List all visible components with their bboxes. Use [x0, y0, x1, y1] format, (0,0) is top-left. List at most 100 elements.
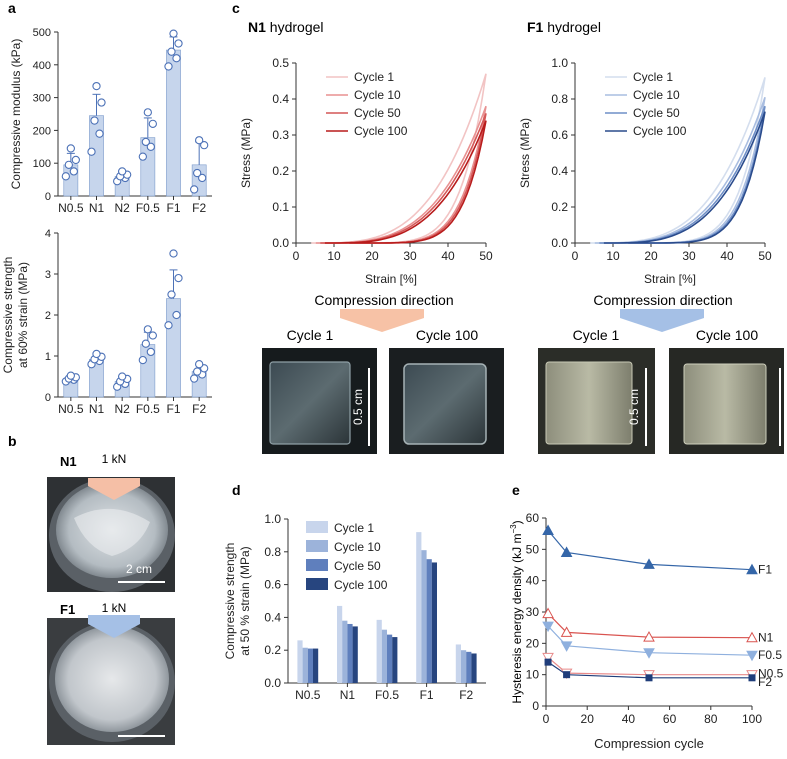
a-top-ytick-label: 300 — [33, 93, 51, 105]
a-top-xtick-label: N0.5 — [58, 201, 84, 215]
force-label-f1: 1 kN — [102, 601, 127, 615]
c-F1-xtick-label: 0 — [572, 249, 579, 263]
e-ytick-label: 10 — [526, 668, 540, 682]
compression-arrow-f1 — [620, 309, 704, 332]
n1-cycle1-gel — [269, 361, 351, 445]
a-top-datapoint — [141, 137, 150, 147]
c-F1-title-bold: F1 — [527, 19, 544, 35]
e-marker — [560, 626, 573, 637]
e-series-label: F1 — [758, 563, 772, 577]
c-F1-ytick-label: 0.6 — [551, 128, 568, 142]
c-N1-title-rest: hydrogel — [266, 19, 324, 35]
e-ytick-label: 60 — [526, 511, 540, 525]
c-F1-title: F1 hydrogel — [527, 19, 601, 35]
d-legend-swatch — [306, 559, 328, 571]
chart-a-compressive-modulus: 0 100 200 300 400 500 N0.5 N1 N2 F0.5 F1 F2 Compress… — [9, 27, 212, 215]
compression-arrow-n1 — [340, 309, 424, 332]
e-marker — [542, 652, 554, 664]
c-F1-ytick-label: 0.0 — [551, 236, 568, 250]
d-bar-cycle-1 — [297, 640, 303, 683]
c-N1-ytick-label: 0.2 — [272, 164, 289, 178]
panel-c-photos: Compression direction Compression direct… — [262, 292, 784, 454]
c-N1-title-bold: N1 — [248, 19, 266, 35]
photo-n1-cycle100-label: Cycle 100 — [416, 327, 478, 343]
a-top-datapoint — [167, 47, 176, 56]
c-N1-xtick-label: 10 — [327, 249, 341, 263]
e-marker — [746, 563, 758, 575]
c-F1-xtick-label: 50 — [758, 249, 772, 263]
a-bottom-datapoint — [174, 273, 183, 283]
d-bar-cycle-100 — [431, 562, 437, 683]
a-top-datapoint — [198, 173, 207, 183]
d-ytick-label: 0.8 — [264, 545, 281, 559]
a-top-datapoint — [174, 39, 183, 48]
a-bottom-ytick-label: 3 — [45, 269, 51, 281]
d-bar-cycle-1 — [376, 619, 382, 683]
d-bar-cycle-100 — [392, 637, 398, 683]
a-bottom-xtick-label: F2 — [192, 402, 206, 416]
a-bottom-datapoint — [167, 290, 176, 299]
a-top-datapoint — [148, 119, 157, 128]
photo-f1-cycle100-label: Cycle 100 — [696, 327, 758, 343]
d-ytick-label: 1.0 — [264, 512, 281, 526]
d-bar-cycle-1 — [337, 605, 343, 683]
c-F1-xtick-label: 30 — [682, 249, 696, 263]
e-marker — [746, 650, 758, 662]
a-top-xtick-label: N1 — [89, 201, 105, 215]
e-line-n0.5 — [547, 656, 752, 676]
a-bottom-datapoint — [148, 331, 157, 340]
a-top-datapoint — [143, 108, 152, 117]
c-F1-ylabel: Stress (MPa) — [518, 118, 532, 188]
panel-label-b: b — [8, 433, 17, 449]
chart-c-n1-stress-strain: 0 10 20 30 40 50 0.0 0.1 0.2 0.3 0.4 0.5 Cycle 1 Cycl… — [239, 19, 493, 286]
d-bar-cycle-100 — [471, 653, 477, 683]
c-N1-title: N1 hydrogel — [248, 19, 324, 35]
e-marker — [643, 558, 655, 569]
d-bar-cycle-50 — [307, 648, 313, 683]
photo-label-f1: F1 — [60, 602, 75, 617]
a-top-xtick-label: N2 — [114, 201, 130, 215]
d-bar-cycle-1 — [455, 644, 461, 683]
chart-e-hysteresis: 0 20 40 60 80 100 0 10 20 30 40 50 60 F1 N1 F0.5 N0.5F2 C… — [509, 511, 784, 751]
panel-label-e: e — [512, 482, 520, 498]
f1-cycle100-gel — [683, 363, 767, 445]
a-top-datapoint — [200, 141, 209, 150]
c-N1-legend-label: Cycle 1 — [354, 70, 394, 84]
a-top-datapoint — [97, 98, 106, 107]
a-top-datapoint — [146, 142, 155, 151]
c-F1-title-rest: hydrogel — [543, 19, 601, 35]
a-top-datapoint — [193, 168, 202, 178]
d-legend-label: Cycle 10 — [334, 540, 381, 554]
e-xtick-label: 60 — [663, 712, 677, 726]
force-arrow-n1 — [88, 478, 140, 500]
a-top-datapoint — [138, 152, 147, 161]
a-bottom-datapoint — [141, 339, 150, 348]
f1-cycle1-gel — [545, 361, 633, 445]
d-bar-cycle-50 — [387, 634, 393, 683]
d-bar-cycle-10 — [421, 550, 427, 683]
c-F1-ytick-label: 0.2 — [551, 200, 568, 214]
a-top-datapoint — [92, 81, 101, 91]
e-marker — [643, 648, 655, 659]
e-marker — [542, 524, 554, 536]
d-legend-swatch — [306, 540, 328, 552]
photo-label-n1: N1 — [60, 454, 77, 469]
c-F1-xtick-label: 20 — [644, 249, 658, 263]
c-N1-xtick-label: 50 — [479, 249, 493, 263]
a-bottom-xtick-label: N0.5 — [58, 402, 84, 416]
e-ytick-label: 0 — [532, 699, 539, 713]
e-xlabel: Compression cycle — [594, 736, 704, 751]
panel-b-photos: 1 kN N1 2 cm 1 kN F1 — [47, 452, 175, 745]
scale-label-c-n1: 0.5 cm — [351, 389, 365, 425]
e-marker — [560, 546, 573, 557]
e-marker — [542, 621, 554, 633]
a-bottom-ylabel-2: at 60% strain (MPa) — [16, 262, 30, 368]
a-top-datapoint — [172, 54, 181, 63]
e-line-n1 — [547, 613, 753, 639]
photo-f1-hydrogel-disc — [55, 626, 169, 732]
a-bottom-ytick-label: 1 — [45, 351, 51, 363]
photo-n1-crushed-region — [74, 508, 150, 556]
c-F1-ytick-label: 0.8 — [551, 92, 568, 106]
e-marker — [748, 674, 756, 682]
a-bottom-datapoint — [138, 355, 147, 365]
